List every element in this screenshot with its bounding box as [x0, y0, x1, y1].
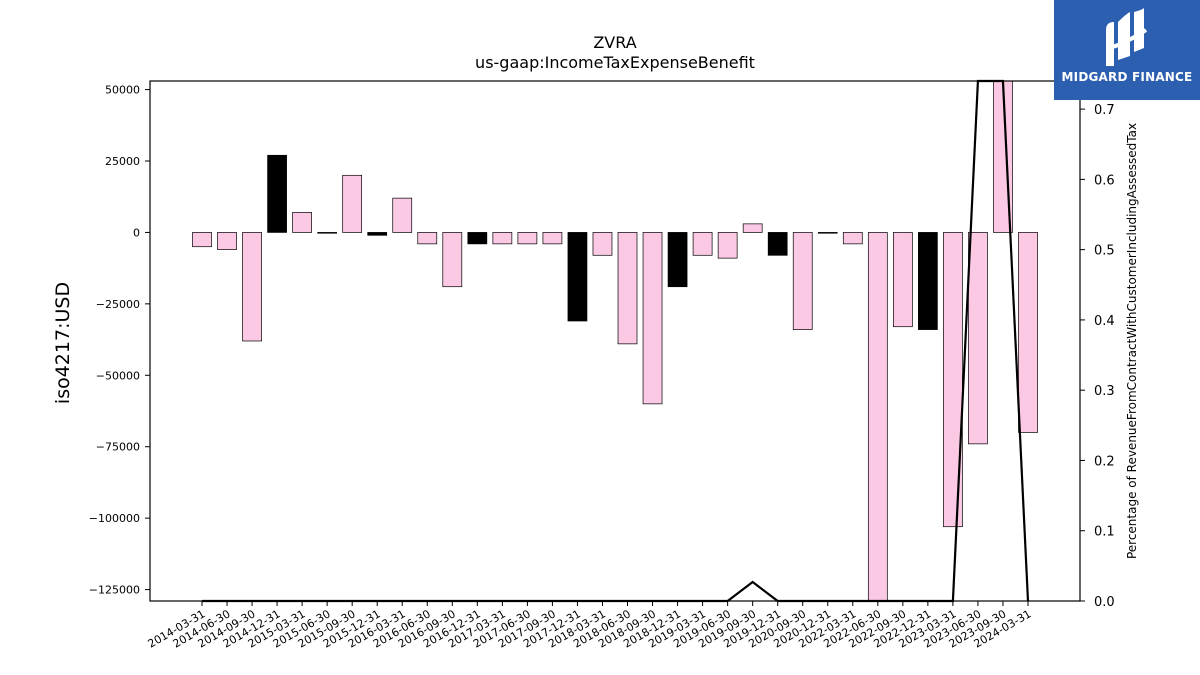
bar-2020-09-30	[792, 232, 813, 330]
y-tick-label: 0	[133, 226, 140, 239]
bar-2019-03-31	[692, 232, 713, 256]
chart-title: ZVRA	[593, 33, 636, 52]
y-axis-label: iso4217:USD	[52, 282, 74, 404]
y2-tick-label: 0.5	[1094, 244, 1115, 259]
bar-2015-09-30	[342, 174, 363, 233]
y2-tick-label: 0.7	[1094, 103, 1115, 118]
bar-2017-06-30	[517, 232, 538, 245]
bar-2018-09-30	[642, 232, 663, 405]
bar-2022-12-31	[918, 232, 938, 330]
bar-2016-03-31	[392, 197, 413, 233]
bar-2014-06-30	[217, 232, 237, 250]
bar-2016-09-30	[442, 232, 463, 288]
bar-2019-12-31	[767, 232, 788, 256]
y-tick-label: −75000	[96, 441, 140, 454]
bar-2014-12-31	[267, 154, 287, 233]
bar-2015-06-30	[317, 232, 337, 234]
y2-tick-label: 0.1	[1094, 525, 1115, 540]
bar-2017-09-30	[542, 232, 563, 245]
bar-2023-06-30	[968, 232, 988, 445]
y-tick-label: −100000	[89, 512, 140, 525]
bar-2024-03-31	[1018, 232, 1038, 433]
chart-subtitle: us-gaap:IncomeTaxExpenseBenefit	[475, 53, 755, 72]
bar-2018-12-31	[667, 232, 688, 288]
bar-2022-06-30	[867, 232, 888, 602]
bar-2017-12-31	[567, 232, 588, 322]
midgard-logo-icon	[1106, 8, 1148, 66]
y2-tick-label: 0.3	[1094, 384, 1115, 399]
bar-2022-09-30	[892, 232, 913, 328]
bar-2018-06-30	[617, 232, 638, 345]
bar-2023-03-31	[943, 232, 963, 528]
y2-tick-label: 0.4	[1094, 314, 1115, 329]
y-tick-label: −50000	[96, 369, 140, 382]
y2-axis-label: Percentage of RevenueFromContractWithCus…	[1125, 123, 1139, 559]
bar-2014-03-31	[192, 232, 212, 248]
bar-2020-12-31	[817, 232, 838, 234]
bar-2017-03-31	[492, 232, 513, 245]
bar-2016-06-30	[417, 232, 438, 245]
bar-2016-12-31	[467, 232, 488, 245]
bar-2022-03-31	[842, 232, 863, 245]
bar-2019-06-30	[717, 232, 738, 259]
bars-layer	[192, 80, 1038, 602]
y-tick-label: −25000	[96, 298, 140, 311]
y-tick-label: 50000	[105, 84, 140, 97]
line-layer	[202, 79, 1030, 603]
brand-logo-text: MIDGARD FINANCE	[1061, 70, 1193, 84]
brand-logo: MIDGARD FINANCE	[1054, 0, 1200, 100]
bar-2019-09-30	[742, 223, 763, 233]
bar-2014-09-30	[242, 232, 262, 342]
bar-2015-03-31	[292, 212, 312, 233]
y2-tick-label: 0.0	[1094, 595, 1115, 610]
bar-2018-03-31	[592, 232, 613, 256]
bar-2015-12-31	[367, 232, 388, 236]
y2-tick-label: 0.6	[1094, 173, 1115, 188]
percentage-line	[202, 79, 1030, 603]
y2-tick-label: 0.2	[1094, 454, 1115, 469]
plot-frame	[149, 80, 1081, 602]
y-tick-label: 25000	[105, 155, 140, 168]
y-tick-label: −125000	[89, 584, 140, 597]
